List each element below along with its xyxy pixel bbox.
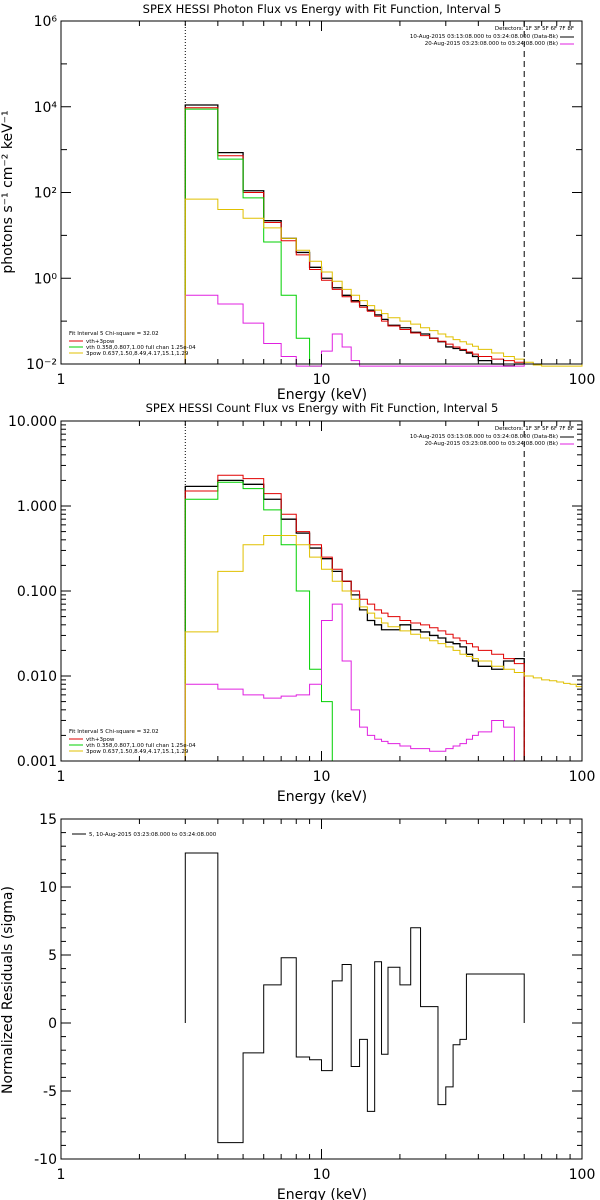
residuals-axes: 1 10 100 -10 -5 0 5 10 15	[34, 812, 595, 1183]
header-line: 20-Aug-2015 03:23:08.000 to 03:24:08.000…	[425, 441, 558, 447]
y-tick-label: 0.100	[17, 584, 57, 600]
count-flux-chart: SPEX HESSI Count Flux vs Energy with Fit…	[8, 401, 595, 805]
photon-flux-traces	[184, 21, 583, 367]
fit-info-line: 3pow 0.637,1.50,8.49,4.17,15.1,1.29	[86, 749, 189, 755]
y-tick-label: 10⁰	[34, 271, 58, 287]
x-tick-label: 1	[57, 372, 66, 388]
y-tick-label: 10⁶	[34, 14, 58, 30]
x-tick-label: 1	[57, 1167, 66, 1183]
header-info: Detectors: 1F 3F 5F 6F 7F 8F 10-Aug-2015…	[410, 26, 574, 47]
series-1-step-line	[184, 107, 525, 364]
fit-info-line: vth+3pow	[86, 339, 115, 345]
series-0-step-line	[184, 104, 525, 367]
y-axis-label: Normalized Residuals (sigma)	[0, 886, 16, 1094]
fit-info-line: Fit Interval 5 Chi-square = 32.02	[69, 331, 159, 337]
x-tick-label: 100	[569, 769, 596, 785]
series-3-step-line	[184, 603, 525, 762]
y-tick-label: 1.000	[17, 499, 57, 515]
x-tick-label: 10	[313, 1167, 331, 1183]
y-tick-label: -5	[43, 1084, 57, 1100]
series-4-step-line	[184, 198, 583, 367]
plot-frame	[60, 818, 583, 1160]
fit-info-line: vth 0.358,0.807,1.00 full chan 1.25e-04	[86, 345, 196, 351]
series-3-step-line	[184, 294, 525, 367]
y-tick-label: -10	[34, 1152, 57, 1168]
y-tick-label: 10.000	[8, 414, 57, 430]
x-tick-label: 10	[313, 372, 331, 388]
y-tick-label: 0	[48, 1016, 57, 1032]
series-4-step-line	[184, 534, 583, 761]
y-tick-label: 5	[48, 948, 57, 964]
plot-frame	[60, 20, 583, 365]
y-tick-label: 0.001	[17, 754, 57, 770]
y-tick-label: 0.010	[17, 669, 57, 685]
count-flux-traces	[184, 421, 583, 762]
series-2-step-line	[184, 108, 322, 367]
x-tick-label: 100	[569, 372, 596, 388]
y-tick-label: 10⁻²	[26, 357, 57, 373]
photon-flux-chart: SPEX HESSI Photon Flux vs Energy with Fi…	[0, 2, 595, 403]
photon-flux-axes: 1 10 100 10⁻² 10⁰ 10² 10⁴ 10⁶	[26, 14, 595, 388]
fit-info: Fit Interval 5 Chi-square = 32.02 vth+3p…	[69, 331, 196, 357]
header-info: Detectors: 1F 3F 5F 6F 7F 8F 10-Aug-2015…	[410, 426, 574, 447]
x-tick-label: 1	[57, 769, 66, 785]
legend-label: 5, 10-Aug-2015 03:23:08.000 to 03:24:08.…	[89, 832, 217, 838]
series-2-step-line	[184, 481, 343, 762]
x-axis-label: Energy (keV)	[277, 789, 367, 805]
count-flux-axes: 1 10 100 0.001 0.010 0.100 1.000 10.000	[8, 414, 595, 785]
series-1-step-line	[184, 474, 525, 761]
fit-info-line: 3pow 0.637,1.50,8.49,4.17,15.1,1.29	[86, 351, 189, 357]
header-line: Detectors: 1F 3F 5F 6F 7F 8F	[495, 26, 574, 32]
y-tick-label: 10⁴	[34, 100, 58, 116]
residuals-chart: 1 10 100 -10 -5 0 5 10 15 Energy (keV) Normalize…	[0, 812, 595, 1200]
y-tick-label: 15	[39, 812, 57, 828]
fit-info-line: Fit Interval 5 Chi-square = 32.02	[69, 729, 159, 735]
x-axis-label: Energy (keV)	[277, 1187, 367, 1200]
fit-info-line: vth+3pow	[86, 737, 115, 743]
fit-info: Fit Interval 5 Chi-square = 32.02 vth+3p…	[69, 729, 196, 755]
y-axis-label: photons s⁻¹ cm⁻² keV⁻¹	[0, 110, 16, 273]
plot-frame	[60, 420, 583, 762]
series-0-step-line	[184, 852, 525, 1144]
header-line: 20-Aug-2015 03:23:08.000 to 03:24:08.000…	[425, 41, 558, 47]
x-tick-label: 10	[313, 769, 331, 785]
header-line: Detectors: 1F 3F 5F 6F 7F 8F	[495, 426, 574, 432]
header-line: 10-Aug-2015 03:13:08.000 to 03:24:08.000…	[410, 34, 558, 40]
x-tick-label: 100	[569, 1167, 596, 1183]
header-line: 10-Aug-2015 03:13:08.000 to 03:24:08.000…	[410, 434, 558, 440]
series-0-step-line	[184, 479, 525, 761]
y-tick-label: 10²	[34, 186, 57, 202]
chart-title: SPEX HESSI Photon Flux vs Energy with Fi…	[143, 2, 502, 16]
x-axis-label: Energy (keV)	[277, 387, 367, 403]
chart-title: SPEX HESSI Count Flux vs Energy with Fit…	[146, 401, 499, 415]
y-tick-label: 10	[39, 880, 57, 896]
residuals-traces	[184, 852, 525, 1144]
fit-info-line: vth 0.358,0.807,1.00 full chan 1.25e-04	[86, 743, 196, 749]
